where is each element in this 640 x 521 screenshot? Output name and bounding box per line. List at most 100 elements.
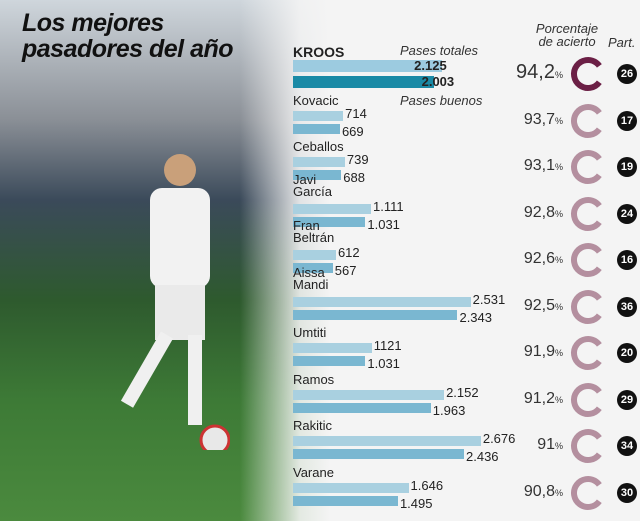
- header-good: Pases buenos: [400, 93, 483, 108]
- value-total: 1.111: [372, 198, 404, 214]
- value-good: 688: [343, 170, 365, 185]
- pct-value: 92,5: [523, 296, 555, 314]
- accuracy-pct: 93,7%: [503, 111, 563, 129]
- pct-value: 91,9: [523, 343, 555, 360]
- matches-badge: 20: [617, 343, 637, 363]
- accuracy-pct: 90,8%: [503, 483, 563, 501]
- ring-arc: [571, 336, 605, 370]
- player-name: Umtiti: [293, 325, 327, 340]
- value-good: 1.031: [367, 216, 400, 232]
- player-illustration: [120, 154, 230, 450]
- ring-arc: [571, 57, 605, 91]
- matches-badge: 30: [617, 482, 637, 503]
- ring-arc: [571, 429, 605, 463]
- pct-value: 92,6: [523, 250, 555, 267]
- accuracy-pct: 93,1%: [503, 157, 563, 175]
- value-total: 1121: [373, 338, 402, 353]
- pct-unit: %: [554, 487, 563, 498]
- bar-good: [293, 216, 366, 227]
- bar-good: [293, 263, 333, 273]
- pct-unit: %: [554, 70, 563, 80]
- accuracy-pct: 92,5%: [503, 297, 563, 315]
- matches-badge: 16: [617, 250, 637, 270]
- value-good: 567: [334, 263, 357, 278]
- pct-unit: %: [554, 255, 563, 265]
- accuracy-ring: [571, 196, 605, 231]
- accuracy-ring: [571, 289, 605, 324]
- pct-unit: %: [554, 441, 563, 451]
- accuracy-ring: [571, 150, 605, 184]
- player-name: Ramos: [293, 371, 335, 387]
- bar-good: [293, 76, 434, 88]
- matches-badge: 34: [617, 436, 637, 456]
- matches-badge: 17: [617, 110, 637, 131]
- value-good: 2.343: [459, 309, 493, 325]
- accuracy-pct: 94,2%: [503, 61, 563, 84]
- player-name: Javi García: [293, 171, 333, 199]
- header-pct-line-1: Porcentaje: [535, 21, 599, 36]
- matches-badge: 24: [617, 203, 637, 224]
- value-good: 669: [341, 123, 364, 139]
- value-total: 2.125: [414, 58, 447, 73]
- pct-unit: %: [554, 301, 563, 312]
- bar-total: [293, 436, 481, 446]
- bar-good: [293, 402, 431, 413]
- bar-good: [293, 123, 340, 134]
- accuracy-pct: 91%: [503, 436, 563, 454]
- player-name: Aissa Mandi: [293, 264, 329, 292]
- pct-unit: %: [554, 394, 563, 405]
- ring-arc: [571, 243, 605, 277]
- pct-value: 93,7: [523, 110, 555, 128]
- header-part: Part.: [608, 35, 636, 50]
- ring-arc: [571, 382, 605, 417]
- player-name: KROOS: [293, 44, 345, 60]
- accuracy-pct: 91,2%: [503, 390, 563, 408]
- title-line-1: Los mejores: [22, 9, 164, 37]
- pct-unit: %: [554, 115, 563, 126]
- matches-badge: 29: [617, 389, 637, 410]
- value-total: 2.152: [446, 384, 479, 400]
- player-name: Ceballos: [293, 139, 344, 154]
- value-total: 2.676: [482, 431, 516, 446]
- bar-total: [293, 60, 443, 72]
- accuracy-pct: 92,8%: [503, 204, 563, 222]
- accuracy-ring: [571, 429, 605, 463]
- bar-total: [293, 343, 372, 353]
- bar-good: [293, 170, 342, 180]
- value-good: 1.963: [432, 402, 466, 418]
- pct-value: 94,2: [516, 61, 555, 83]
- value-total: 714: [345, 105, 367, 121]
- bar-total: [293, 389, 445, 400]
- pct-unit: %: [554, 162, 563, 172]
- accuracy-ring: [571, 103, 605, 138]
- bar-total: [293, 157, 345, 167]
- bar-good: [293, 449, 464, 459]
- header-pct: Porcentaje de acierto: [530, 22, 604, 48]
- value-good: 1.031: [367, 356, 400, 371]
- pct-value: 93,1: [523, 157, 555, 174]
- bar-total: [293, 482, 409, 493]
- player-name: Kovacic: [293, 92, 339, 108]
- pct-value: 90,8: [523, 482, 555, 500]
- bar-total: [293, 110, 344, 121]
- value-total: 612: [337, 245, 360, 260]
- header-total: Pases totales: [400, 43, 479, 58]
- value-total: 1.646: [410, 477, 444, 493]
- player-name: Rakitic: [293, 418, 333, 433]
- ring-arc: [571, 103, 605, 138]
- accuracy-ring: [571, 475, 605, 510]
- matches-badge: 36: [617, 296, 637, 317]
- accuracy-ring: [571, 382, 605, 417]
- value-total: 739: [346, 152, 369, 167]
- bar-total: [293, 296, 471, 307]
- bar-good: [293, 495, 398, 506]
- header-pct-line-2: de acierto: [538, 34, 596, 49]
- value-good: 2.436: [466, 449, 499, 464]
- accuracy-pct: 91,9%: [503, 343, 563, 361]
- value-total: 2.531: [472, 291, 506, 307]
- value-good: 1.495: [399, 495, 433, 511]
- pct-unit: %: [554, 348, 563, 358]
- matches-badge: 26: [617, 64, 637, 84]
- ring-arc: [571, 150, 605, 184]
- accuracy-ring: [571, 57, 605, 91]
